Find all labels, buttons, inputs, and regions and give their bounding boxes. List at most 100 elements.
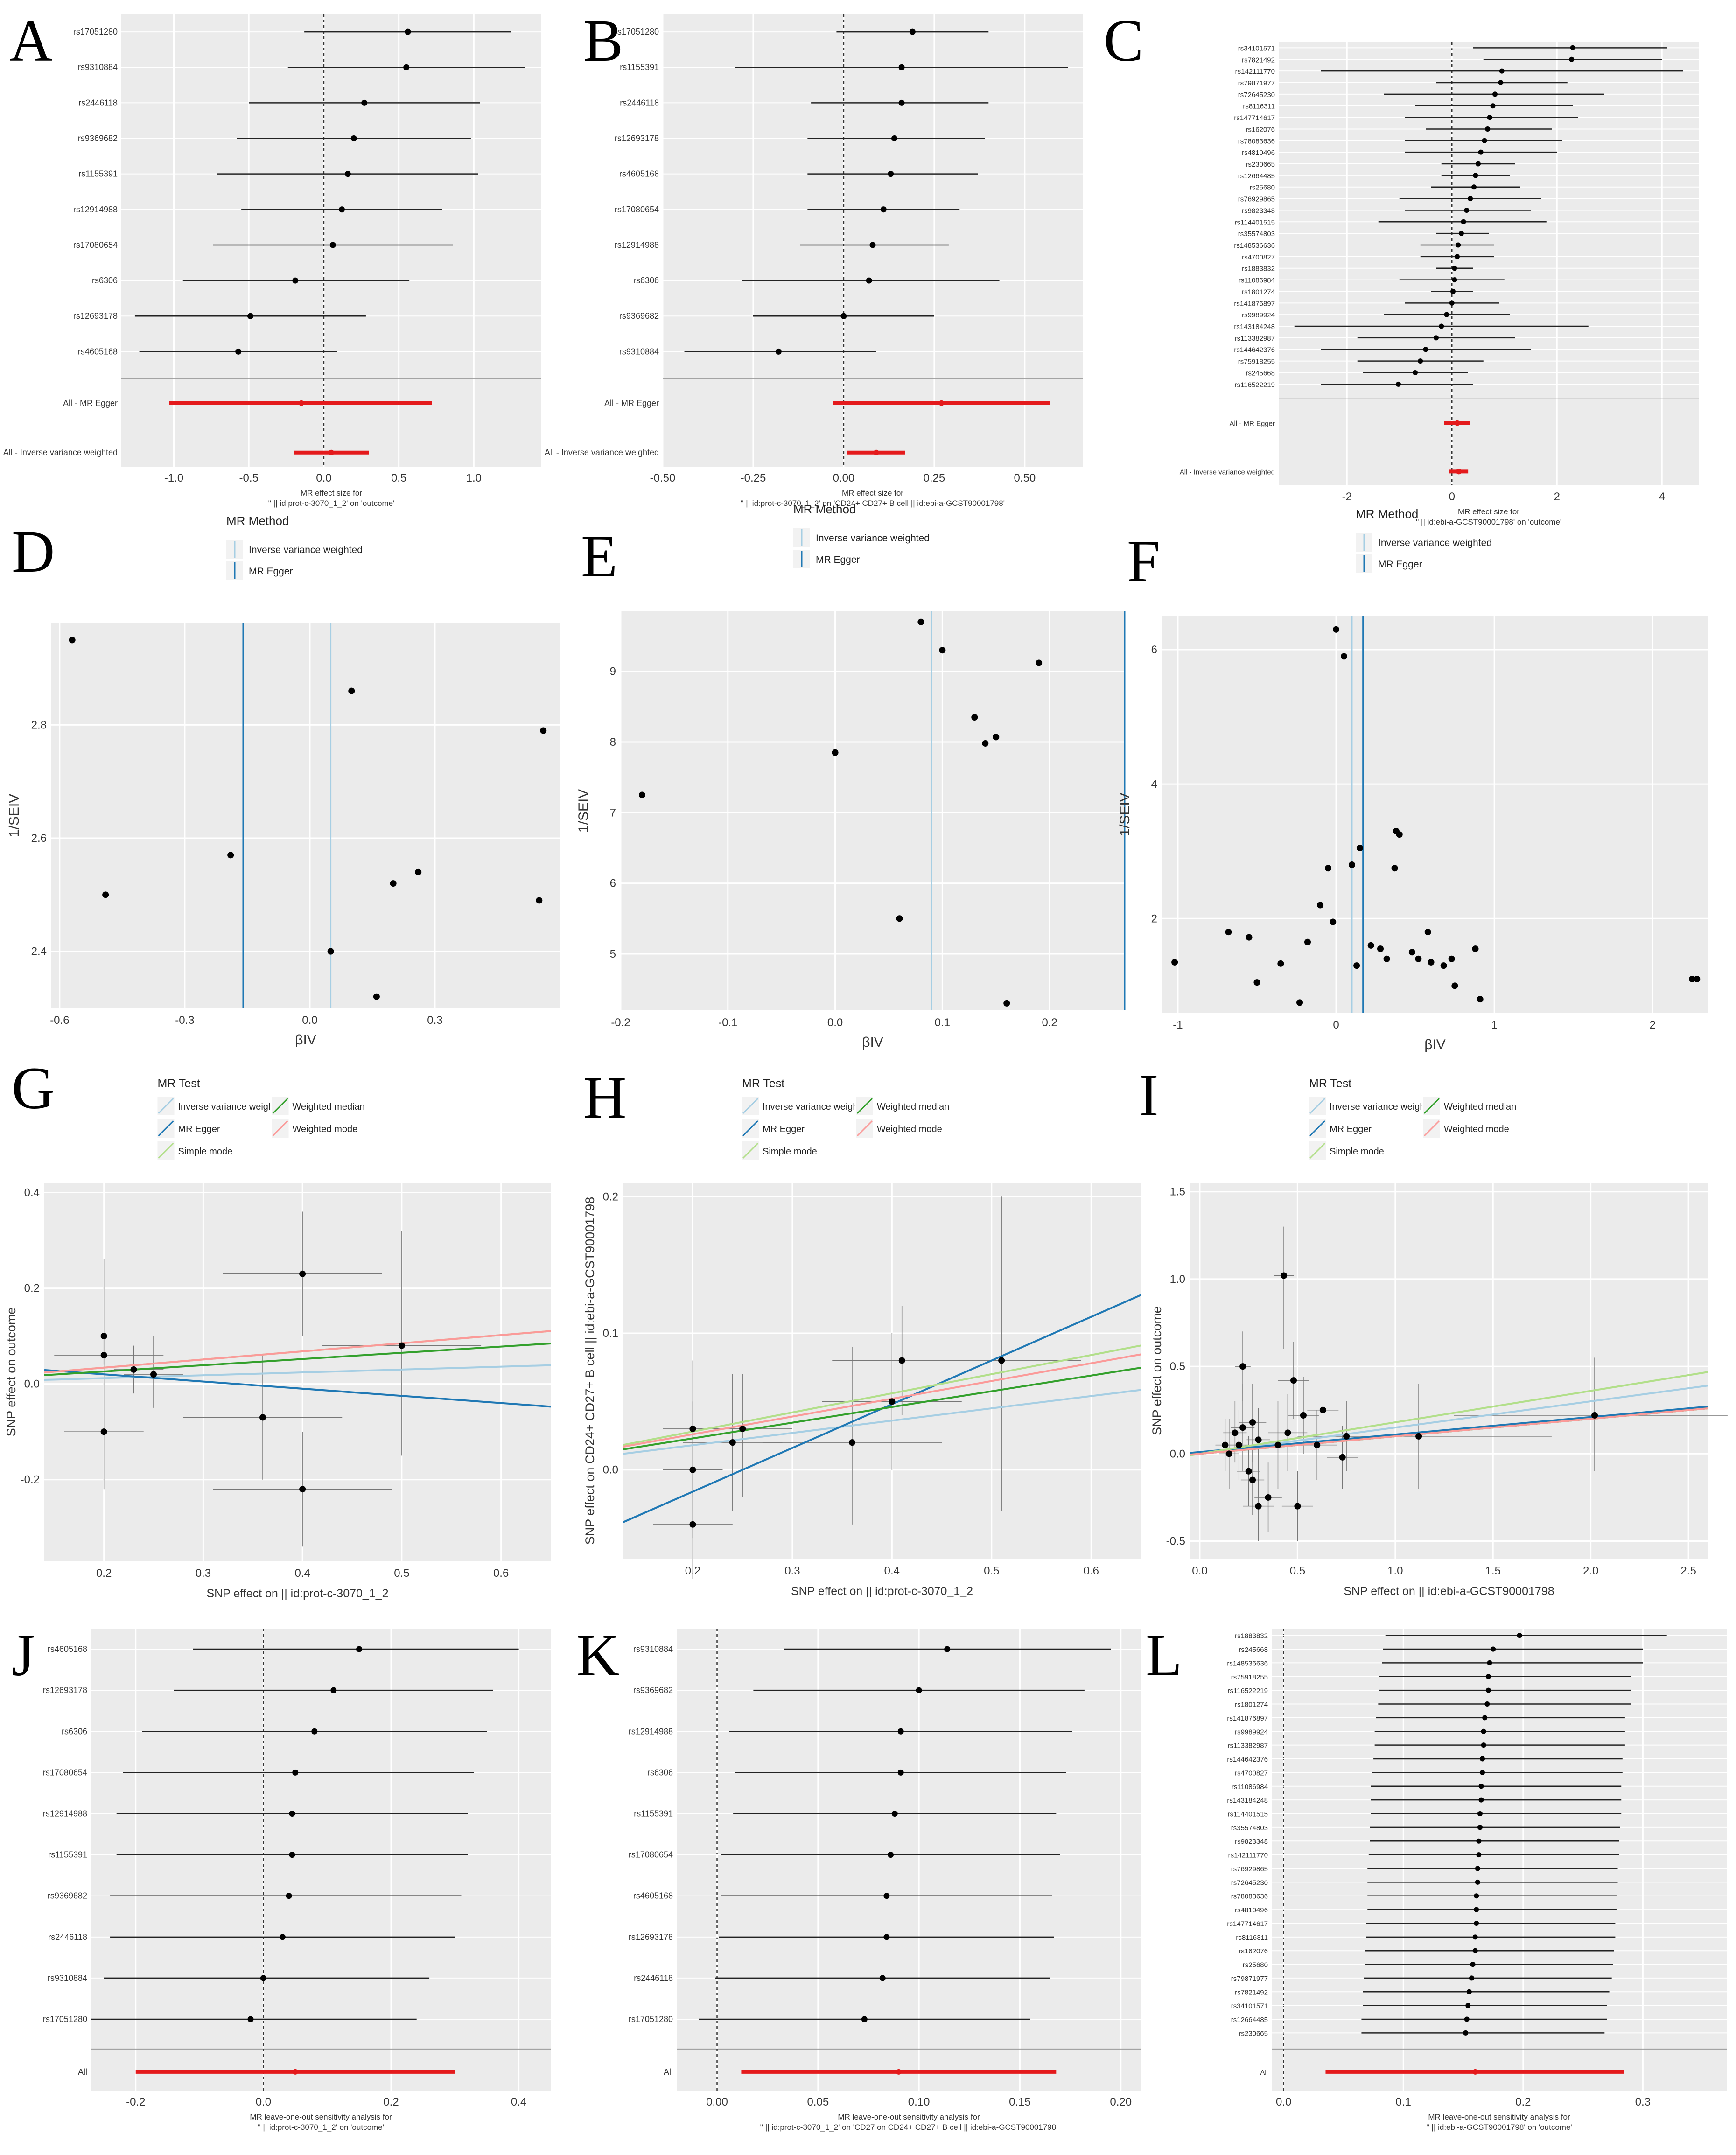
y-tick-label: 6 xyxy=(610,877,616,890)
fit-line xyxy=(623,1389,1141,1455)
panel-letter-j: J xyxy=(12,1622,35,1688)
estimate-point xyxy=(916,1687,922,1693)
estimate-point xyxy=(1476,161,1481,167)
estimate-point xyxy=(1477,1825,1483,1830)
snp-point xyxy=(1396,831,1403,838)
snp-label: rs142111770 xyxy=(1228,1852,1268,1860)
snp-label: rs35574803 xyxy=(1238,230,1275,238)
legend-label: MR Egger xyxy=(249,566,293,577)
panel-B: -0.50 -0.25 0.00 0.25 0.50 rs17051280 rs115539… xyxy=(545,14,1083,508)
estimate-point xyxy=(247,313,253,319)
snp-point xyxy=(898,1357,905,1364)
y-tick-label: 0.2 xyxy=(24,1282,40,1295)
snp-label: rs34101571 xyxy=(1231,2002,1268,2010)
summary-point xyxy=(1472,2069,1478,2075)
snp-label: rs12914988 xyxy=(615,240,659,250)
legend-key-line xyxy=(742,1120,759,1137)
snp-label: rs34101571 xyxy=(1238,44,1275,52)
snp-label: rs9310884 xyxy=(619,347,659,356)
x-tick-label: 0.50 xyxy=(1014,472,1036,484)
estimate-point xyxy=(1439,323,1444,329)
summary-label: All - Inverse variance weighted xyxy=(1180,468,1275,476)
summary-label: All - MR Egger xyxy=(63,399,118,408)
panel-L: 0.0 0.1 0.2 0.3 rs1883832 rs245668 rs148536636… xyxy=(1227,1629,1727,2132)
snp-point xyxy=(100,1333,107,1340)
x-axis-title-1: MR effect size for xyxy=(1458,507,1519,516)
snp-label: rs230665 xyxy=(1239,2029,1268,2037)
estimate-point xyxy=(1455,254,1460,259)
snp-point xyxy=(1325,865,1332,872)
estimate-point xyxy=(1480,1756,1485,1762)
estimate-point xyxy=(1464,207,1470,213)
snp-point xyxy=(390,880,397,887)
estimate-point xyxy=(350,135,357,142)
y-tick-label: 2.6 xyxy=(31,832,47,845)
legend-label: MR Egger xyxy=(178,1124,220,1134)
snp-label: rs9989924 xyxy=(1242,311,1275,319)
snp-point xyxy=(1284,1429,1291,1436)
estimate-point xyxy=(883,1893,890,1899)
snp-point xyxy=(1255,1436,1262,1443)
y-tick-label: 4 xyxy=(1151,778,1157,791)
snp-label: rs76929865 xyxy=(1231,1865,1268,1873)
snp-point xyxy=(1239,1363,1246,1370)
snp-point xyxy=(1377,945,1384,952)
snp-point xyxy=(1391,865,1398,872)
x-axis-title: βIV xyxy=(862,1035,883,1050)
y-tick-label: 0.0 xyxy=(603,1464,618,1476)
estimate-point xyxy=(356,1646,363,1652)
snp-point xyxy=(1343,1433,1350,1440)
x-tick-label: 0.05 xyxy=(807,2096,829,2108)
snp-point xyxy=(1472,945,1479,952)
summary-point xyxy=(896,2069,902,2075)
snp-label: rs230665 xyxy=(1246,161,1275,168)
snp-point xyxy=(1330,918,1337,925)
snp-label: rs113382987 xyxy=(1235,335,1275,343)
estimate-point xyxy=(1413,370,1418,375)
x-tick-label: 2 xyxy=(1554,490,1560,503)
snp-label: rs12664485 xyxy=(1231,2016,1268,2024)
y-tick-label: 5 xyxy=(610,948,616,960)
estimate-point xyxy=(361,99,368,106)
legend-label: Simple mode xyxy=(1330,1147,1384,1157)
snp-label: rs72645230 xyxy=(1238,91,1275,99)
x-tick-label: 0.0 xyxy=(302,1014,317,1027)
estimate-point xyxy=(897,1728,904,1735)
estimate-point xyxy=(311,1728,318,1735)
snp-point xyxy=(415,868,422,875)
snp-point xyxy=(1428,959,1435,966)
panel-I-background xyxy=(1190,1183,1708,1559)
y-tick-label: 1.0 xyxy=(1170,1273,1185,1286)
snp-point xyxy=(1348,861,1355,868)
legend-key-line xyxy=(272,1120,288,1137)
legend-label: Weighted median xyxy=(293,1102,365,1112)
x-tick-label: -0.25 xyxy=(741,472,766,484)
x-tick-label: 0.3 xyxy=(427,1014,442,1027)
legend-label: Weighted mode xyxy=(293,1124,358,1134)
y-tick-label: 0.4 xyxy=(24,1187,40,1199)
snp-label: rs78083636 xyxy=(1231,1893,1268,1901)
snp-label: rs143184248 xyxy=(1234,323,1275,331)
estimate-point xyxy=(329,242,336,248)
snp-label: rs12914988 xyxy=(629,1727,673,1736)
estimate-point xyxy=(880,206,887,213)
panel-J: -0.2 0.0 0.2 0.4 rs4605168 rs12693178 rs6306 rs… xyxy=(43,1629,551,2132)
snp-label: rs147714617 xyxy=(1234,114,1275,122)
snp-label: rs76929865 xyxy=(1238,196,1275,203)
snp-label: rs148536636 xyxy=(1227,1659,1268,1667)
x-tick-label: 0.3 xyxy=(784,1565,800,1577)
snp-point xyxy=(69,637,76,644)
panel-A: -1.0 -0.5 0.0 0.5 1.0 rs17051280 rs9310884 rs24… xyxy=(3,14,541,508)
snp-point xyxy=(689,1466,696,1473)
snp-label: rs148536636 xyxy=(1234,242,1275,250)
x-axis-title-1: MR leave-one-out sensitivity analysis fo… xyxy=(250,2113,392,2121)
snp-point xyxy=(1314,1441,1321,1448)
x-tick-label: 0.15 xyxy=(1009,2096,1031,2108)
snp-label: rs1883832 xyxy=(1235,1632,1268,1640)
estimate-point xyxy=(775,348,782,355)
x-tick-label: 0.4 xyxy=(884,1565,900,1577)
estimate-point xyxy=(1492,91,1498,97)
snp-point xyxy=(889,1398,896,1405)
estimate-point xyxy=(861,2016,868,2022)
